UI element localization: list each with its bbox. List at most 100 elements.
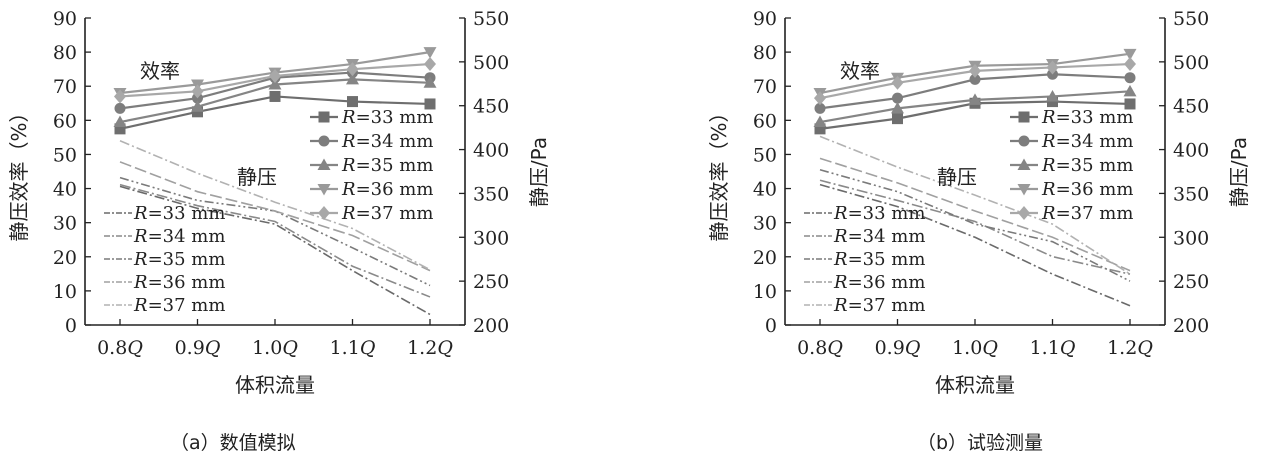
x-axis-label: 体积流量: [235, 373, 315, 397]
y-tick-label-right: 500: [1173, 52, 1209, 74]
legend-pressure-label-2: R=34 mm: [833, 226, 925, 247]
y-tick-label-left: 90: [53, 8, 77, 30]
legend-efficiency-marker-4: [1017, 184, 1031, 196]
x-axis-label: 体积流量: [935, 373, 1015, 397]
y-tick-label-left: 90: [753, 8, 777, 30]
y-tick-label-left: 60: [53, 110, 77, 132]
efficiency-marker-3: [423, 76, 437, 88]
y-tick-label-left: 60: [753, 110, 777, 132]
y-tick-label-right: 450: [473, 96, 509, 118]
efficiency-marker-1: [424, 98, 436, 110]
y-axis-label-right: 静压/Pa: [1227, 137, 1251, 207]
legend-efficiency-marker-3: [317, 158, 331, 170]
legend-efficiency-marker-2: [318, 135, 330, 147]
legend-pressure-label-1: R=33 mm: [833, 203, 925, 224]
legend-efficiency-marker-4: [317, 184, 331, 196]
y-tick-label-right: 200: [473, 315, 509, 337]
pressure-line-5: [819, 135, 1131, 275]
legend-efficiency-label-3: R=35 mm: [341, 155, 433, 176]
annotation-efficiency: 效率: [140, 59, 180, 83]
pressure-line-5: [119, 140, 431, 271]
y-tick-label-right: 250: [1173, 271, 1209, 293]
x-tick-label: 0.8Q: [97, 337, 143, 359]
y-tick-label-right: 250: [473, 271, 509, 293]
efficiency-marker-2: [1124, 72, 1136, 84]
legend-efficiency-label-4: R=36 mm: [1041, 179, 1133, 200]
y-tick-label-left: 20: [753, 247, 777, 269]
y-tick-label-right: 550: [473, 8, 509, 30]
efficiency-marker-5: [114, 89, 126, 104]
pressure-line-4: [119, 161, 431, 272]
legend-efficiency-label-2: R=34 mm: [341, 131, 433, 152]
caption-a: （a）数值模拟: [170, 432, 296, 454]
legend-efficiency-label-2: R=34 mm: [1041, 131, 1133, 152]
legend-efficiency-marker-1: [1018, 111, 1030, 123]
x-tick-label: 0.8Q: [797, 337, 843, 359]
efficiency-marker-5: [424, 57, 436, 72]
legend-pressure-label-1: R=33 mm: [133, 203, 225, 224]
x-tick-label: 1.2Q: [1107, 337, 1153, 359]
legend-pressure-label-5: R=37 mm: [133, 295, 225, 316]
efficiency-marker-5: [1046, 60, 1059, 75]
annotation-pressure: 静压: [937, 165, 977, 189]
efficiency-marker-5: [969, 63, 981, 78]
legend-pressure-label-2: R=34 mm: [133, 226, 225, 247]
y-tick-label-right: 450: [1173, 96, 1209, 118]
efficiency-marker-1: [347, 96, 358, 108]
chart-a: 0 10 20 30 40 50 60 70 80 90 200 250 300 350 400 450 500…: [7, 8, 551, 397]
efficiency-marker-1: [814, 123, 826, 135]
efficiency-marker-1: [892, 113, 903, 125]
efficiency-marker-4: [423, 47, 437, 59]
y-tick-label-left: 40: [753, 179, 777, 201]
efficiency-marker-1: [192, 106, 203, 118]
chart-b: 0 10 20 30 40 50 60 70 80 90 200 250 300 350 400 450 500…: [707, 8, 1251, 397]
efficiency-marker-2: [969, 73, 981, 85]
legend-pressure-label-5: R=37 mm: [833, 295, 925, 316]
y-tick-label-right: 550: [1173, 8, 1209, 30]
y-axis-label-right: 静压/Pa: [527, 137, 551, 207]
pressure-line-2: [819, 179, 1131, 275]
efficiency-marker-5: [1124, 57, 1136, 72]
legend-efficiency-marker-5: [318, 206, 330, 220]
efficiency-marker-3: [1046, 89, 1059, 102]
y-tick-label-right: 400: [1173, 140, 1209, 162]
y-tick-label-left: 0: [65, 315, 77, 337]
y-tick-label-left: 30: [753, 213, 777, 235]
x-tick-label: 1.0Q: [952, 337, 998, 359]
y-tick-label-left: 70: [53, 76, 77, 98]
y-tick-label-right: 350: [473, 183, 509, 205]
legend-efficiency-label-3: R=35 mm: [1041, 155, 1133, 176]
pressure-line-1: [819, 183, 1131, 307]
y-tick-label-right: 200: [1173, 315, 1209, 337]
x-tick-label: 1.0Q: [252, 337, 298, 359]
efficiency-marker-2: [114, 102, 126, 114]
efficiency-marker-1: [269, 90, 281, 102]
efficiency-marker-3: [191, 100, 204, 112]
legend-pressure-label-4: R=36 mm: [833, 272, 925, 293]
efficiency-marker-2: [892, 92, 903, 104]
annotation-efficiency: 效率: [840, 59, 880, 83]
efficiency-marker-3: [813, 115, 827, 128]
y-tick-label-left: 50: [53, 144, 77, 166]
x-tick-label: 0.9Q: [175, 337, 221, 359]
efficiency-marker-1: [1124, 98, 1136, 110]
y-tick-label-left: 80: [753, 42, 777, 64]
efficiency-marker-5: [269, 68, 281, 83]
y-tick-label-right: 500: [473, 52, 509, 74]
efficiency-marker-1: [114, 123, 126, 135]
legend-efficiency-marker-5: [1018, 206, 1030, 220]
legend-efficiency-label-5: R=37 mm: [1041, 203, 1133, 224]
x-tick-label: 1.2Q: [407, 337, 453, 359]
y-axis-label-left: 静压效率（%）: [7, 102, 31, 241]
x-tick-label: 0.9Q: [875, 337, 921, 359]
efficiency-marker-3: [1123, 84, 1137, 97]
y-tick-label-left: 20: [53, 247, 77, 269]
y-tick-label-right: 350: [1173, 183, 1209, 205]
y-tick-label-right: 400: [473, 140, 509, 162]
y-tick-label-left: 50: [753, 144, 777, 166]
efficiency-marker-2: [814, 102, 826, 114]
efficiency-marker-5: [814, 91, 826, 106]
efficiency-marker-5: [191, 84, 204, 99]
legend-pressure-label-3: R=35 mm: [133, 249, 225, 270]
